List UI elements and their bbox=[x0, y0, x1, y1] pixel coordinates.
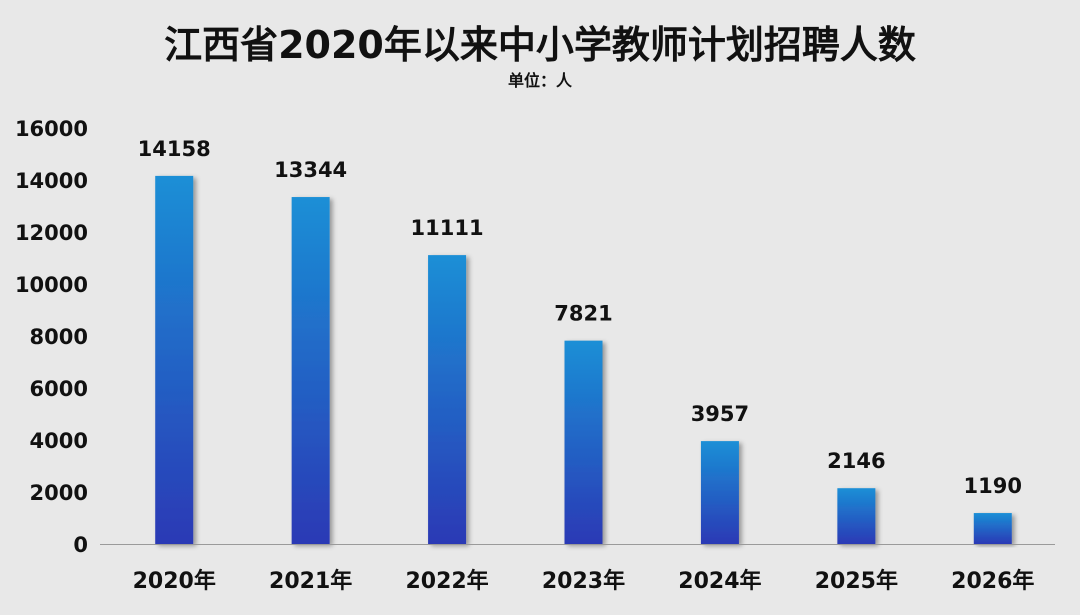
chart-title: 江西省2020年以来中小学教师计划招聘人数 bbox=[164, 23, 916, 67]
y-tick-label: 16000 bbox=[15, 117, 88, 141]
x-tick-label: 2022年 bbox=[405, 568, 488, 594]
y-tick-label: 8000 bbox=[30, 325, 88, 349]
data-label: 11111 bbox=[411, 216, 484, 240]
data-label: 14158 bbox=[138, 137, 211, 161]
bar bbox=[428, 255, 467, 544]
bar bbox=[291, 197, 330, 544]
bar bbox=[155, 175, 194, 544]
y-axis: 0 2000 4000 6000 8000 10000 12000 14000 16000 bbox=[15, 117, 88, 557]
x-tick-label: 2021年 bbox=[269, 568, 352, 594]
x-tick-label: 2024年 bbox=[678, 568, 761, 594]
x-tick-label: 2023年 bbox=[542, 568, 625, 594]
x-tick-label: 2026年 bbox=[951, 568, 1034, 594]
y-tick-label: 12000 bbox=[15, 221, 88, 245]
x-tick-label: 2020年 bbox=[133, 568, 216, 594]
y-tick-label: 2000 bbox=[30, 481, 88, 505]
bar bbox=[973, 513, 1012, 544]
data-label: 3957 bbox=[691, 402, 749, 426]
chart-subtitle: 单位：人 bbox=[508, 71, 573, 90]
bar bbox=[837, 488, 876, 544]
data-label: 13344 bbox=[274, 158, 347, 182]
x-tick-label: 2025年 bbox=[815, 568, 898, 594]
y-tick-label: 0 bbox=[73, 533, 88, 557]
bar-series: 14158 13344 11111 7821 3957 2146 1190 bbox=[138, 137, 1022, 544]
data-label: 1190 bbox=[964, 474, 1022, 498]
data-label: 7821 bbox=[554, 302, 612, 326]
x-axis: 2020年 2021年 2022年 2023年 2024年 2025年 2026年 bbox=[100, 544, 1055, 594]
bar bbox=[700, 441, 739, 544]
y-tick-label: 14000 bbox=[15, 169, 88, 193]
y-tick-label: 6000 bbox=[30, 377, 88, 401]
y-tick-label: 10000 bbox=[15, 273, 88, 297]
data-label: 2146 bbox=[827, 449, 885, 473]
bar bbox=[564, 340, 603, 544]
y-tick-label: 4000 bbox=[30, 429, 88, 453]
